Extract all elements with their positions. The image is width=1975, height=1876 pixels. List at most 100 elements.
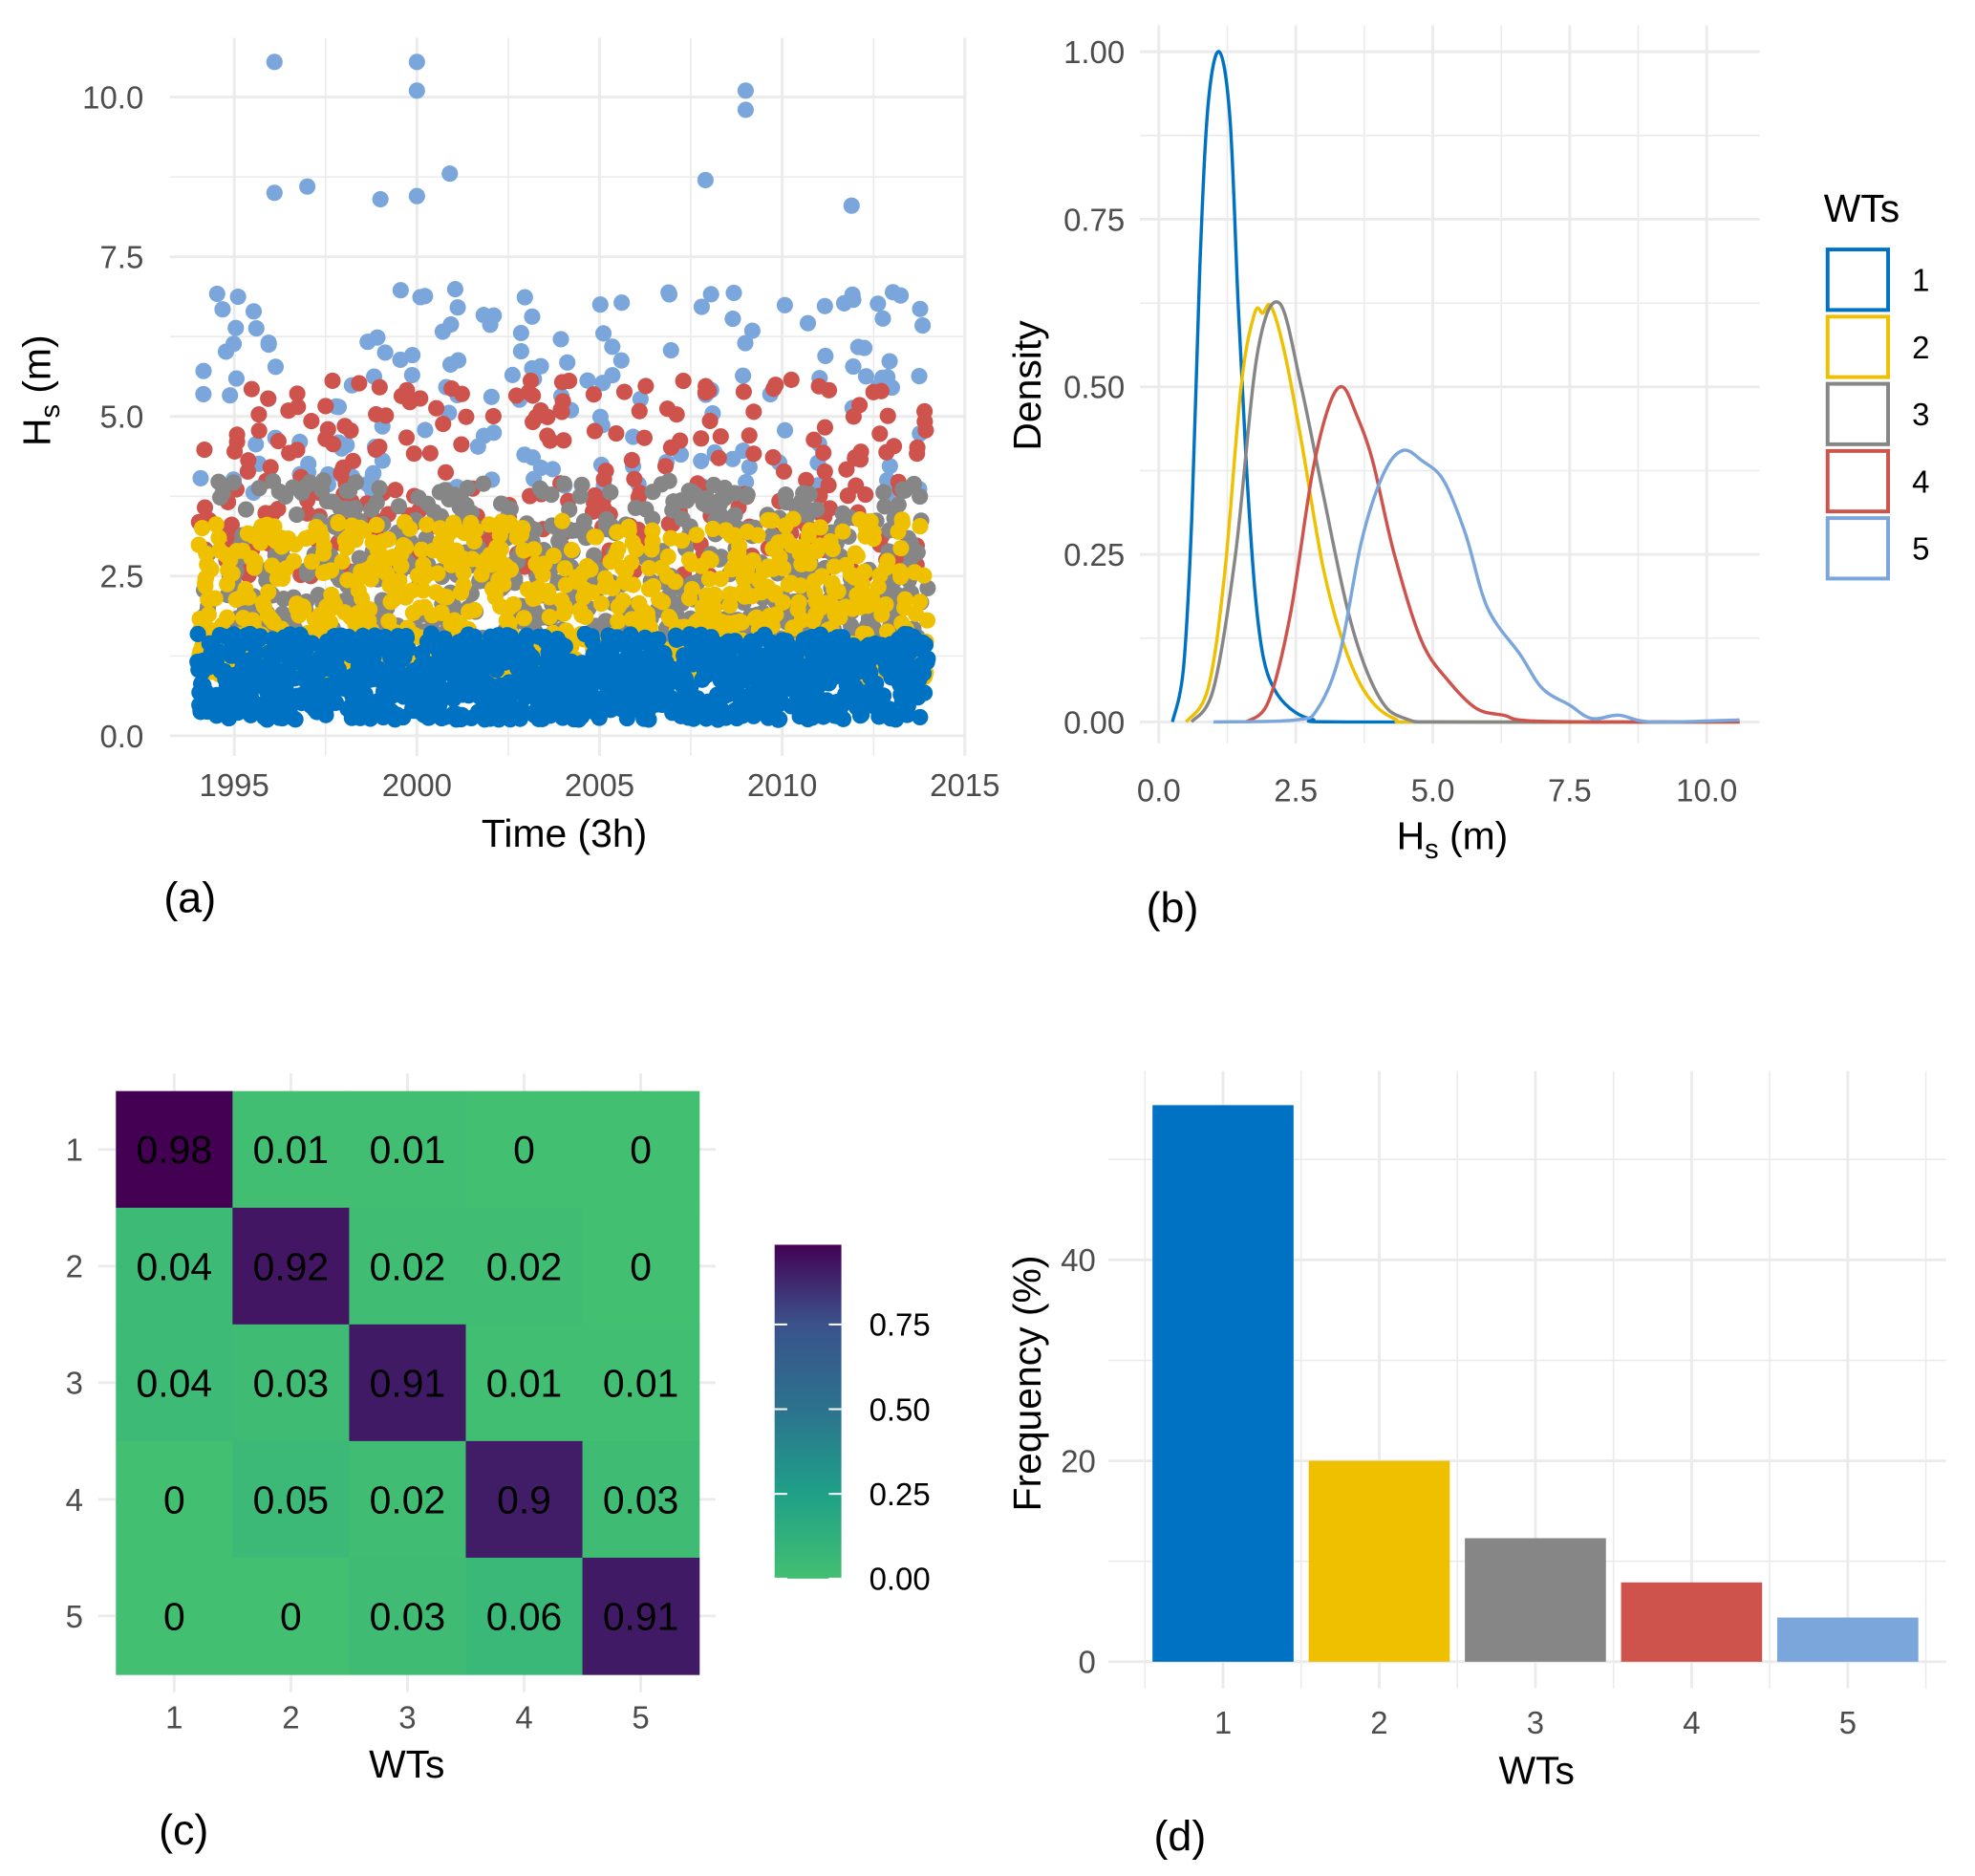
data-point <box>700 571 719 588</box>
data-point <box>875 484 892 501</box>
col-label: 5 <box>632 1700 649 1736</box>
data-point <box>214 301 231 318</box>
data-point <box>660 286 678 303</box>
data-point <box>662 341 679 359</box>
heatmap-cell <box>232 1557 351 1675</box>
bar-wt-2 <box>1308 1460 1450 1662</box>
heatmap-cell <box>349 1090 467 1209</box>
row-label: 5 <box>66 1599 83 1634</box>
data-point <box>817 347 834 365</box>
data-point <box>516 289 533 306</box>
data-point <box>792 577 809 594</box>
data-point <box>264 557 281 574</box>
data-point <box>368 516 385 533</box>
cell-value: 0 <box>630 1128 652 1172</box>
data-point <box>668 406 685 423</box>
data-point <box>586 422 604 440</box>
data-point <box>522 372 540 390</box>
data-point <box>704 520 721 538</box>
data-point <box>285 552 303 570</box>
data-point <box>585 386 602 403</box>
data-point <box>483 388 500 405</box>
data-point <box>592 595 610 613</box>
cell-value: 0.05 <box>253 1477 330 1521</box>
panel-a-scatter: 1995 2000 2005 2010 2015 0.0 2.5 5.0 7.5 10.0 Ti… <box>15 37 999 921</box>
data-point <box>543 486 560 504</box>
data-point <box>737 101 754 119</box>
data-point <box>269 500 287 518</box>
data-point <box>776 296 793 313</box>
data-point <box>390 498 408 515</box>
data-point <box>555 432 572 449</box>
data-point <box>225 474 243 491</box>
data-point <box>909 544 926 561</box>
x-tick-label: 2015 <box>930 767 999 803</box>
data-point <box>553 512 571 529</box>
data-point <box>693 430 710 447</box>
data-point <box>644 532 661 550</box>
row-label: 1 <box>66 1132 83 1168</box>
colorbar <box>774 1244 842 1579</box>
data-point <box>890 496 907 513</box>
data-point <box>602 484 619 501</box>
data-point <box>556 637 573 656</box>
heatmap-cell <box>232 1207 351 1326</box>
data-point <box>733 614 750 631</box>
cell-value: 0.02 <box>370 1477 446 1521</box>
x-tick-label: 2010 <box>747 767 817 803</box>
data-point <box>412 390 429 407</box>
data-point <box>743 322 761 339</box>
data-point <box>392 282 409 299</box>
data-point <box>195 385 212 402</box>
data-point <box>912 300 929 317</box>
data-point <box>245 303 263 320</box>
data-point <box>912 488 929 506</box>
heatmap-cell <box>582 1324 700 1442</box>
data-point <box>775 560 792 577</box>
data-point <box>222 387 239 404</box>
data-point <box>790 593 807 611</box>
panel-b-label: (b) <box>1147 884 1199 932</box>
data-point <box>850 397 869 414</box>
data-point <box>700 382 718 399</box>
data-point <box>815 444 832 462</box>
data-point <box>379 530 397 548</box>
data-point <box>741 427 758 444</box>
x-tick-label: 4 <box>1683 1705 1700 1740</box>
data-point <box>739 486 756 504</box>
cell-value: 0.02 <box>486 1244 563 1288</box>
data-point <box>555 475 572 492</box>
data-point <box>623 451 640 469</box>
data-point <box>207 516 225 533</box>
data-point <box>514 520 531 537</box>
data-point <box>344 452 362 469</box>
data-point <box>397 539 415 556</box>
data-point <box>916 402 934 420</box>
data-point <box>625 576 642 593</box>
data-point <box>879 552 896 570</box>
data-point <box>408 54 425 71</box>
data-point <box>857 368 874 385</box>
density-line-wt-5 <box>1213 448 1740 724</box>
data-point <box>267 358 284 376</box>
data-point <box>871 425 889 442</box>
density-line-wt-4 <box>1245 384 1740 724</box>
data-point <box>834 710 852 727</box>
data-point <box>579 372 596 389</box>
data-point <box>801 485 818 503</box>
cell-value: 0.03 <box>370 1594 446 1638</box>
data-point <box>911 367 928 385</box>
data-point <box>885 438 903 455</box>
data-point <box>613 294 631 312</box>
data-point <box>289 507 306 524</box>
data-point <box>355 522 373 539</box>
data-point <box>361 601 378 618</box>
legend-label: 1 <box>1912 263 1929 298</box>
data-point <box>688 527 705 544</box>
data-point <box>554 393 571 410</box>
x-tick-label: 2 <box>1370 1705 1387 1740</box>
data-point <box>914 317 932 334</box>
data-point <box>524 648 541 666</box>
legend: 1 2 3 4 5 <box>1825 248 1929 581</box>
data-point <box>644 510 661 528</box>
